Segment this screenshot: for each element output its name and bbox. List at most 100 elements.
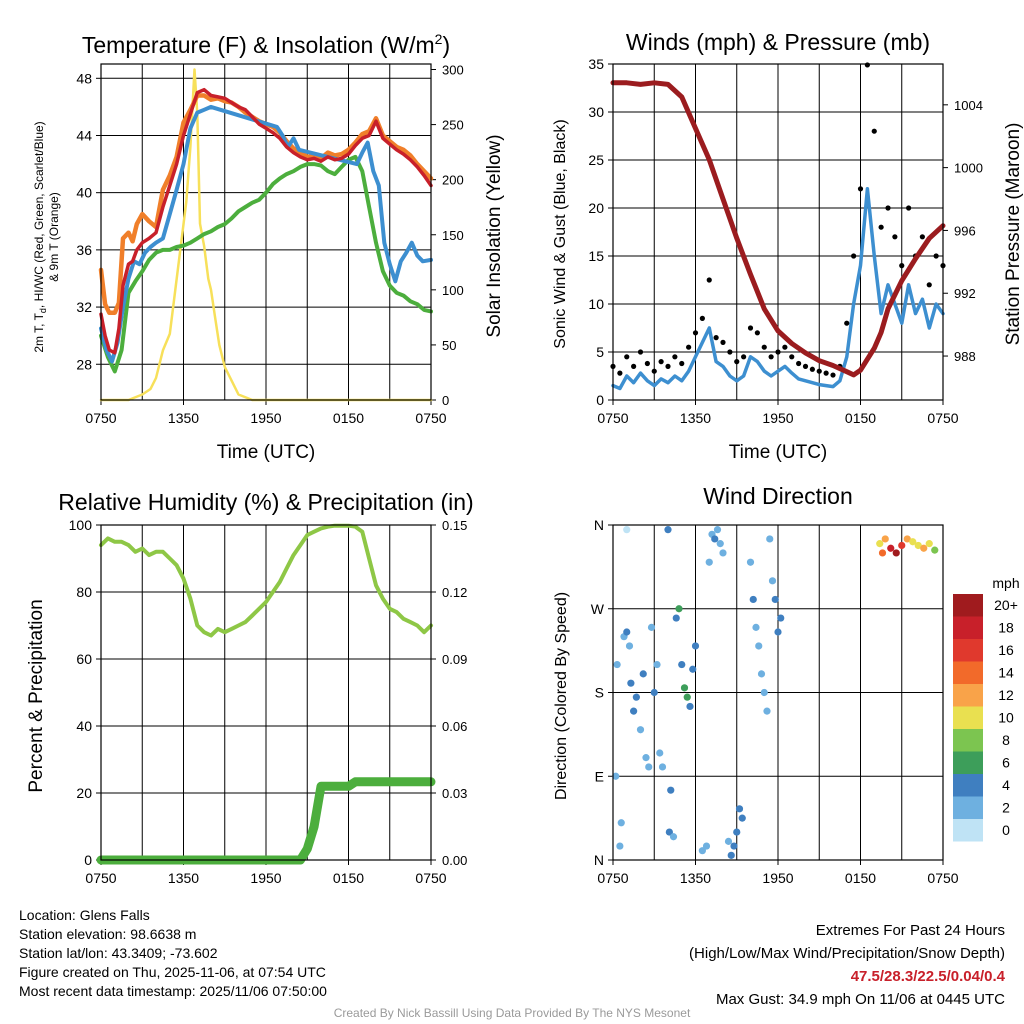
gust-point	[658, 359, 664, 365]
direction-point	[645, 763, 653, 771]
y2-tick-label: 150	[442, 228, 464, 243]
direction-point	[623, 628, 631, 636]
direction-point	[642, 754, 650, 762]
gust-point	[899, 263, 905, 269]
gust-point	[789, 354, 795, 360]
humidity-ylabel-left: Percent & Precipitation	[26, 599, 47, 792]
y-tick-label: 35	[588, 56, 604, 72]
direction-point	[774, 628, 782, 636]
x-tick-label: 0750	[415, 410, 446, 426]
legend-label: 2	[1002, 800, 1010, 816]
x-tick-label: 0750	[85, 410, 116, 426]
winds-title: Winds (mph) & Pressure (mb)	[626, 29, 930, 55]
direction-point	[627, 679, 635, 687]
direction-point	[680, 684, 689, 692]
legend-swatch	[953, 729, 983, 752]
extremes-info: Extremes For Past 24 Hours (High/Low/Max…	[689, 919, 1005, 1011]
direction-point	[735, 805, 744, 813]
gust-point	[844, 320, 850, 326]
direction-point	[898, 541, 906, 550]
direction-point	[613, 660, 621, 669]
direction-point	[914, 541, 922, 550]
y-tick-label: 40	[76, 185, 92, 201]
y-tick-label: 0	[596, 392, 604, 408]
y-tick-label: 25	[588, 152, 604, 168]
gust-point	[747, 325, 754, 331]
extremes-values: 47.5/28.3/22.5/0.04/0.4	[850, 968, 1005, 985]
y2-tick-label: 250	[442, 118, 464, 133]
y-tick-label: 10	[588, 296, 604, 312]
gust-point	[796, 360, 802, 367]
gust-point	[734, 359, 740, 365]
x-tick-label: 1950	[250, 410, 281, 426]
x-tick-label: 0150	[333, 870, 364, 886]
gust-point	[679, 360, 685, 367]
direction-point	[738, 814, 746, 822]
legend-swatch	[953, 796, 983, 819]
direction-point	[757, 670, 766, 678]
direction-point	[672, 614, 680, 622]
direction-point	[683, 693, 691, 701]
direction-point	[909, 538, 917, 546]
direction-point	[691, 642, 700, 650]
legend-label: 10	[998, 710, 1014, 726]
x-tick-label: 0150	[845, 870, 876, 886]
gust-point	[802, 363, 809, 369]
green-line	[99, 154, 433, 374]
legend-label: 12	[998, 687, 1014, 703]
y2-tick-label: 100	[442, 283, 464, 298]
direction-point	[653, 660, 661, 669]
gust-point	[761, 344, 767, 350]
gust-point	[713, 335, 719, 341]
legend-label: 0	[1002, 822, 1010, 838]
direction-point	[639, 670, 647, 678]
direction-point	[623, 526, 631, 534]
direction-point	[733, 828, 741, 836]
y2-tick-label: 0.00	[442, 853, 467, 868]
y2-tick-label: 1000	[954, 161, 983, 176]
temperature-ylabel-right: Solar Insolation (Yellow)	[484, 134, 505, 337]
legend-label: 6	[1002, 755, 1010, 771]
plot-border	[612, 524, 944, 861]
x-tick-label: 0750	[415, 870, 446, 886]
direction-point	[612, 772, 620, 780]
legend-swatch	[953, 751, 983, 774]
sonic-wind-line	[611, 187, 945, 391]
direction-point	[630, 707, 638, 715]
direction-point	[669, 833, 678, 841]
direction-point	[903, 535, 911, 543]
y-tick-label: 80	[76, 584, 92, 600]
direction-point	[678, 660, 686, 669]
direction-point	[878, 549, 887, 557]
direction-point	[755, 642, 763, 650]
direction-point	[876, 540, 884, 548]
credit-text: Created By Nick Bassill Using Data Provi…	[333, 1006, 691, 1020]
x-tick-label: 1350	[680, 870, 711, 886]
gust-point	[727, 349, 733, 355]
legend-title: mph	[992, 575, 1019, 591]
direction-point	[746, 558, 755, 566]
gust-point	[672, 354, 678, 360]
direction-point	[686, 702, 694, 711]
gust-point	[816, 368, 822, 374]
winds-xlabel: Time (UTC)	[729, 442, 828, 463]
direction-point	[664, 526, 672, 534]
gust-point	[631, 363, 637, 369]
direction-point	[719, 549, 727, 557]
x-tick-label: 0750	[927, 870, 958, 886]
gust-point	[699, 315, 705, 321]
x-tick-label: 0750	[597, 870, 628, 886]
recent-text: Most recent data timestamp: 2025/11/06 0…	[19, 983, 327, 999]
legend-swatch	[953, 594, 983, 617]
direction-point	[771, 595, 779, 604]
legend-swatch	[953, 819, 983, 842]
y2-tick-label: 0.03	[442, 786, 467, 801]
direction-point	[931, 546, 939, 554]
y2-tick-label: 0.12	[442, 585, 467, 600]
y-tick-label: 100	[69, 517, 93, 533]
y2-tick-label: 50	[442, 338, 456, 353]
direction-point	[689, 665, 697, 673]
legend-label: 16	[998, 642, 1014, 658]
gust-point	[871, 128, 877, 134]
